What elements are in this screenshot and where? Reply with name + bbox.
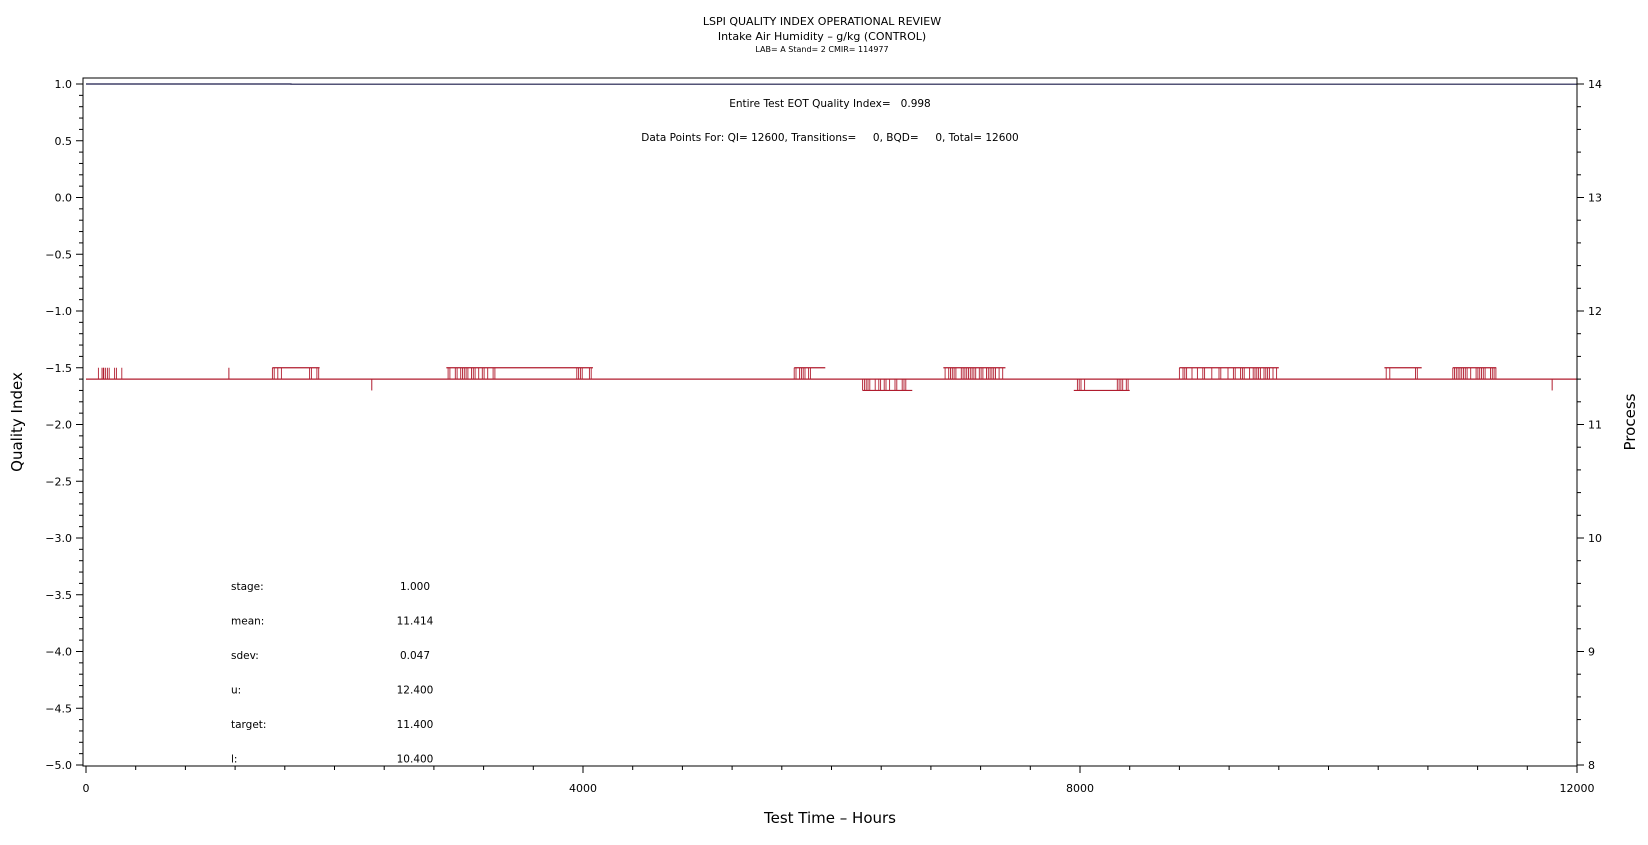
process-transition-band (1385, 367, 1391, 380)
process-transition-band (271, 367, 282, 380)
y2-tick-label: 13 (1588, 192, 1602, 205)
stat-row: l: 10.400 (231, 754, 433, 766)
x-axis-ticks: 0 4000 8000 12000 (83, 766, 1595, 795)
process-transition-band (793, 367, 811, 380)
y-axis-ticks: 1.0 0.5 0.0 −0.5 −1.0 −1.5 −2.0 −2.5 −3.0 −3.5 −4.… (45, 78, 83, 772)
stat-value: 0.047 (400, 650, 430, 662)
y-tick-label: −2.5 (45, 475, 72, 488)
y-tick-label: −2.0 (45, 419, 72, 432)
process-series (86, 367, 1577, 392)
y2-tick-label: 8 (1588, 759, 1595, 772)
stat-label: sdev: (231, 650, 259, 662)
process-transition-band (944, 367, 1004, 380)
stat-row: u: 12.400 (231, 685, 433, 697)
y-tick-label: 0.5 (55, 135, 73, 148)
process-transition-band (1116, 379, 1129, 391)
y-tick-label: −5.0 (45, 759, 72, 772)
stat-label: u: (231, 685, 241, 697)
stat-value: 1.000 (400, 581, 430, 593)
stats-box: stage: 1.000 mean: 11.414 sdev: 0.047 u: 12.400… (231, 581, 434, 766)
y2-tick-label: 10 (1588, 532, 1602, 545)
process-transition-band (862, 379, 907, 391)
y-tick-label: −0.5 (45, 248, 72, 261)
stat-label: mean: (231, 616, 264, 628)
y2-axis-ticks: 14 13 12 11 10 9 8 (1577, 78, 1602, 772)
stat-value: 12.400 (397, 685, 434, 697)
chart-title: LSPI QUALITY INDEX OPERATIONAL REVIEW (703, 15, 941, 28)
y-tick-label: −1.0 (45, 305, 72, 318)
stat-label: l: (231, 754, 237, 766)
process-transition-band (309, 367, 320, 380)
stat-label: target: (231, 719, 266, 731)
process-transition-band (447, 367, 496, 380)
chart-subtitle-lab: LAB= A Stand= 2 CMIR= 114977 (755, 45, 888, 54)
process-transition-band (97, 367, 123, 380)
y-tick-label: −1.5 (45, 362, 72, 375)
y-tick-label: 0.0 (55, 192, 73, 205)
x-axis-label: Test Time – Hours (763, 809, 896, 827)
y-tick-label: 1.0 (55, 78, 73, 91)
y-tick-label: −3.0 (45, 532, 72, 545)
plot-frame (82, 77, 1578, 767)
stat-row: target: 11.400 (231, 719, 433, 731)
y-tick-label: −3.5 (45, 589, 72, 602)
stat-value: 10.400 (397, 754, 434, 766)
plot-series (86, 83, 1577, 392)
stat-value: 11.414 (397, 616, 434, 628)
y2-tick-label: 9 (1588, 646, 1595, 659)
stat-row: sdev: 0.047 (231, 650, 430, 662)
x-tick-label: 4000 (569, 782, 597, 795)
stat-row: mean: 11.414 (231, 616, 434, 628)
process-transition-band (1178, 367, 1278, 380)
process-transition-band (1452, 367, 1497, 380)
y2-tick-label: 12 (1588, 305, 1602, 318)
process-transition-band (576, 367, 592, 380)
process-transition-band (1076, 379, 1086, 391)
process-transition-band (1415, 367, 1418, 380)
y2-tick-label: 14 (1588, 78, 1602, 91)
x-tick-label: 8000 (1066, 782, 1094, 795)
y-tick-label: −4.0 (45, 646, 72, 659)
x-tick-label: 0 (83, 782, 90, 795)
stat-value: 11.400 (397, 719, 434, 731)
stat-label: stage: (231, 581, 264, 593)
eot-quality-index-annotation: Entire Test EOT Quality Index= 0.998 (729, 98, 931, 110)
y-tick-label: −4.5 (45, 702, 72, 715)
y2-axis-label: Process (1621, 393, 1639, 450)
data-points-annotation: Data Points For: QI= 12600, Transitions=… (641, 132, 1019, 144)
y-axis-label: Quality Index (8, 372, 26, 472)
chart-subtitle: Intake Air Humidity – g/kg (CONTROL) (718, 30, 926, 43)
y2-tick-label: 11 (1588, 419, 1602, 432)
stat-row: stage: 1.000 (231, 581, 430, 593)
x-tick-label: 12000 (1560, 782, 1595, 795)
